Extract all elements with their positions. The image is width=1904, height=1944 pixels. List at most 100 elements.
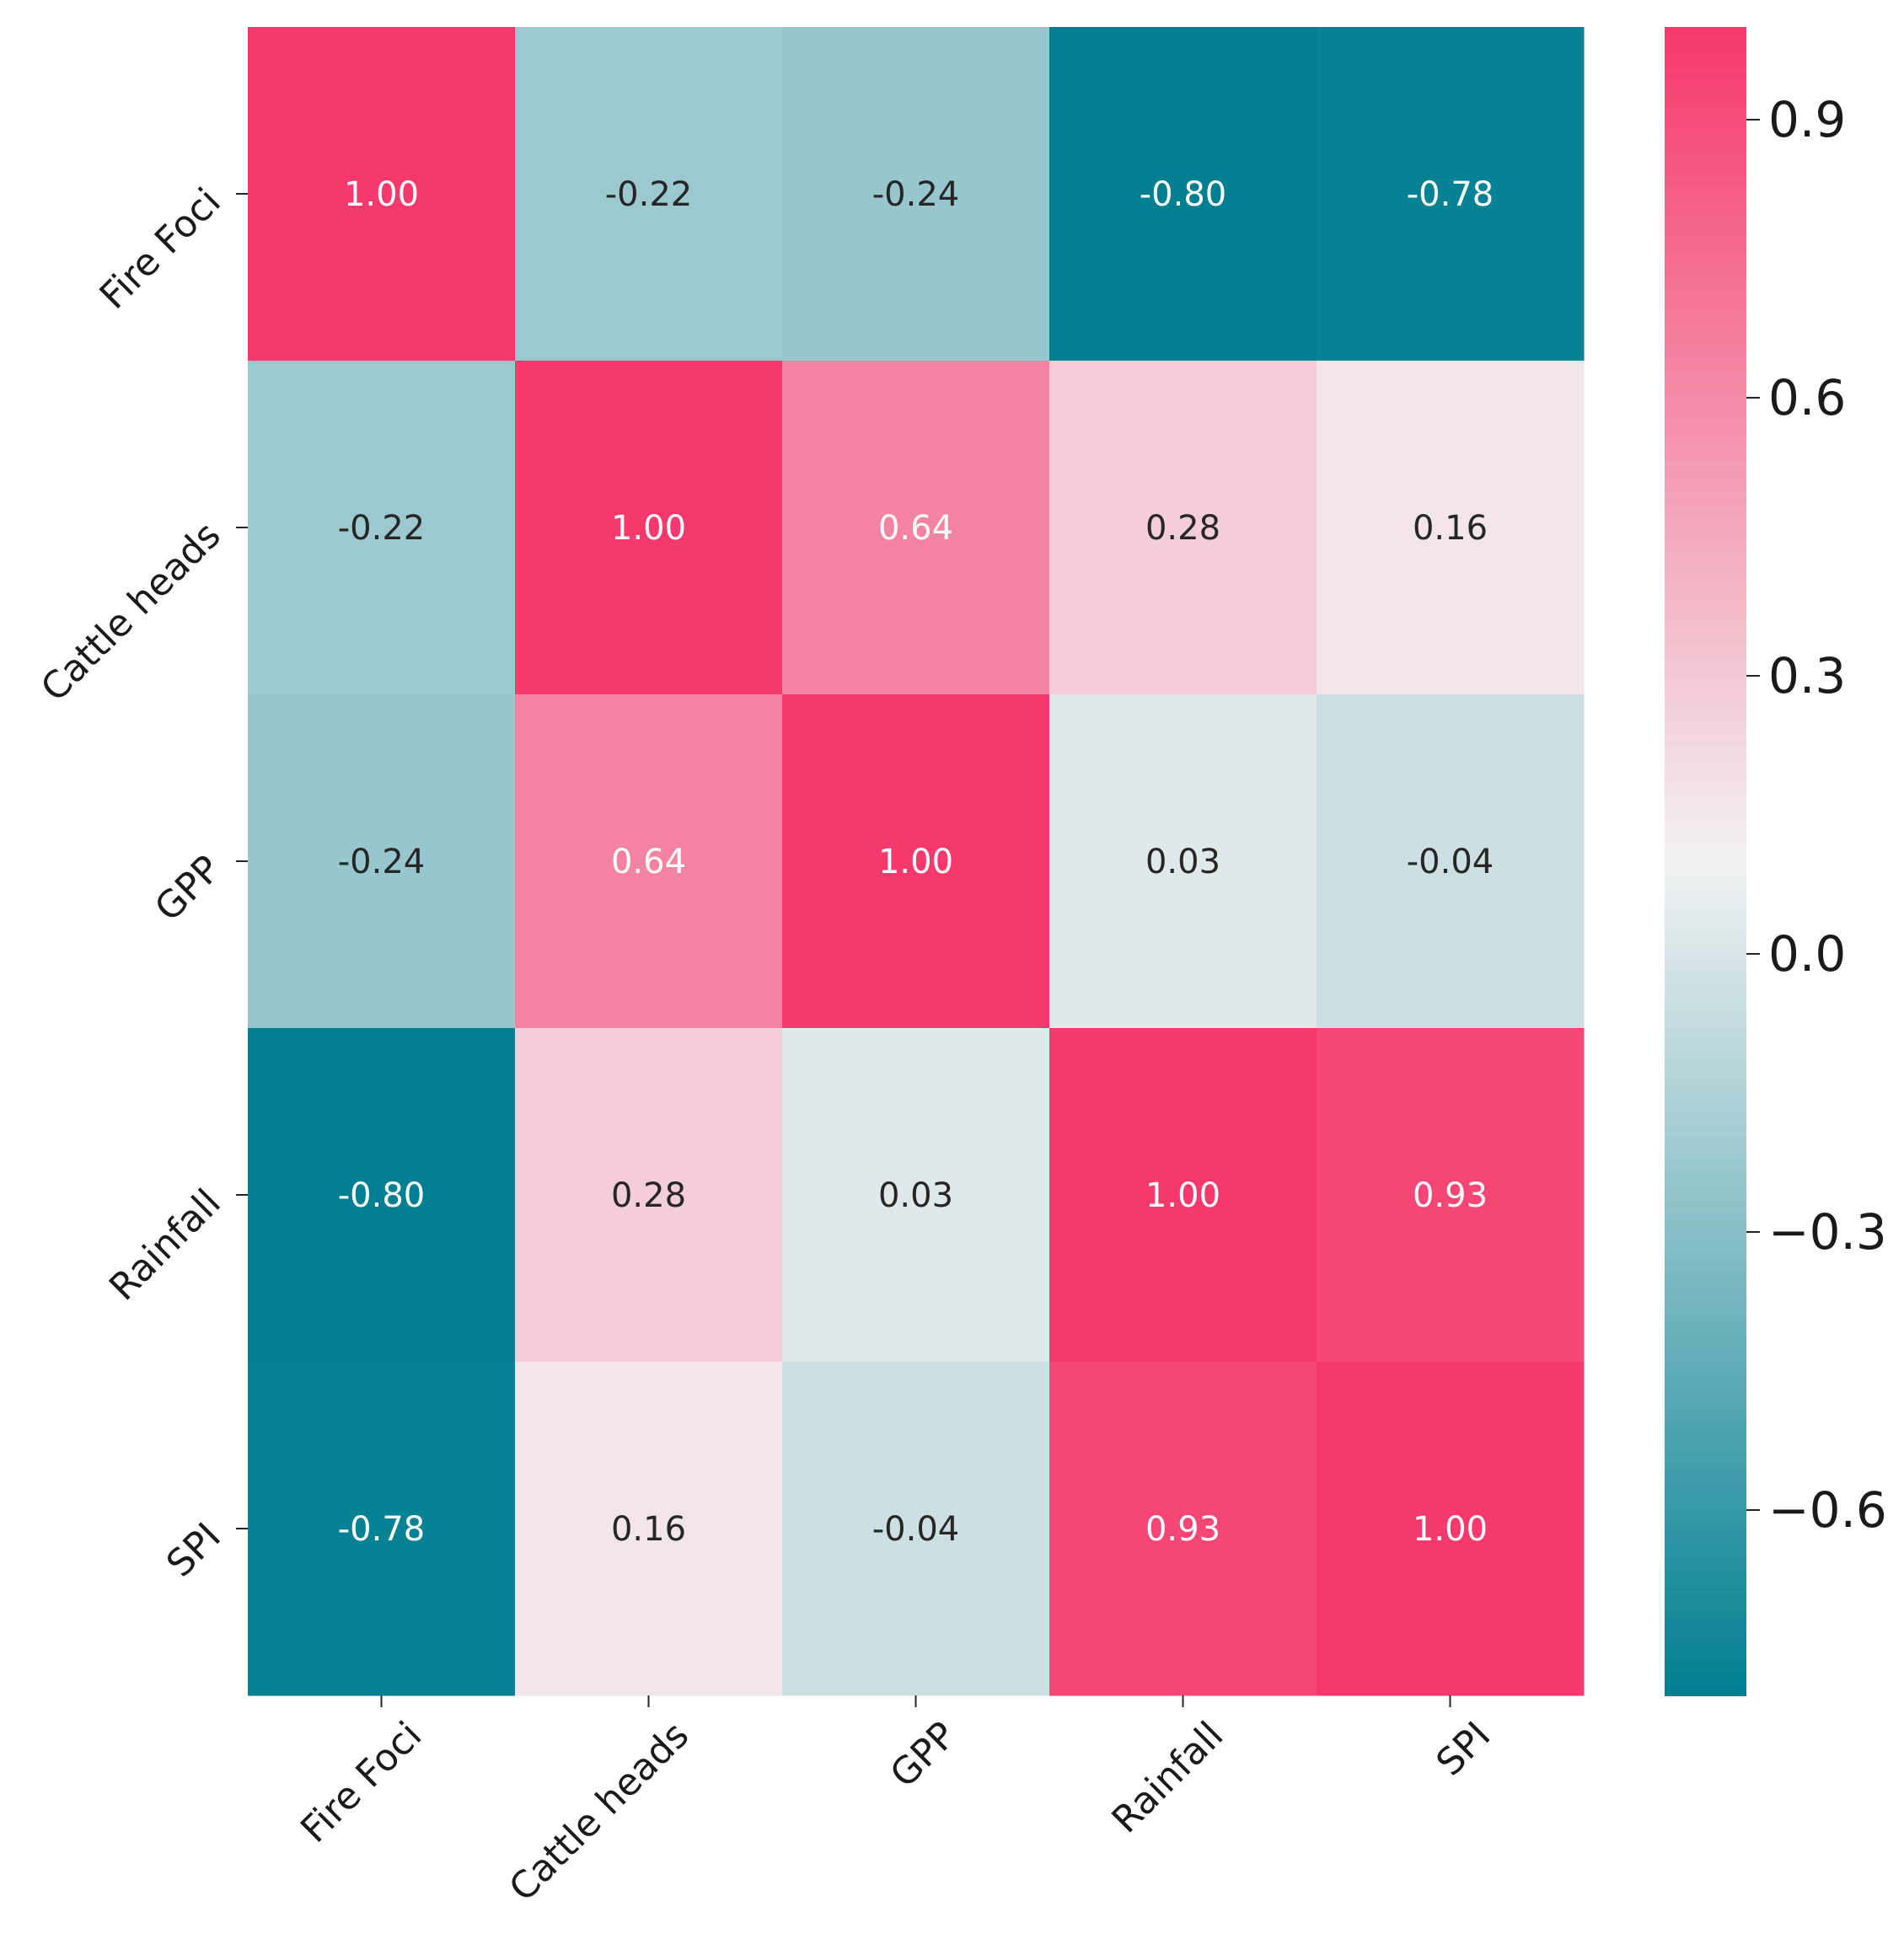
colorbar-segment	[1665, 969, 1746, 979]
colorbar-segment	[1665, 352, 1746, 361]
cell-value-label-2-0: -0.24	[338, 843, 426, 881]
cell-value-label-2-3: 0.03	[1145, 843, 1220, 881]
colorbar-segment	[1665, 1512, 1746, 1522]
colorbar-segment	[1665, 1069, 1746, 1079]
cell-value-label-1-0: -0.22	[338, 509, 426, 548]
colorbar-segment	[1665, 1561, 1746, 1572]
colorbar-segment	[1665, 528, 1746, 537]
colorbar-segment	[1665, 1020, 1746, 1029]
colorbar-segment	[1665, 836, 1746, 846]
colorbar-segment	[1665, 1195, 1746, 1204]
heatmap-cell-4-4	[1317, 1362, 1585, 1696]
colorbar-segment	[1665, 952, 1746, 962]
colorbar-segment	[1665, 602, 1746, 612]
colorbar-segment	[1665, 560, 1746, 570]
colorbar-segment	[1665, 1253, 1746, 1263]
heatmap-cell-4-2	[782, 1362, 1050, 1696]
colorbar: 0.9 0.6 0.3 0.0 −0.3 −0.6	[1665, 27, 1887, 1696]
colorbar-segment	[1665, 1478, 1746, 1488]
colorbar-segment	[1665, 1303, 1746, 1313]
colorbar-segment	[1665, 1345, 1746, 1355]
colorbar-segment	[1665, 402, 1746, 412]
colorbar-segment	[1665, 1311, 1746, 1321]
colorbar-segment	[1665, 652, 1746, 662]
colorbar-segment	[1665, 477, 1746, 487]
colorbar-segment	[1665, 410, 1746, 420]
colorbar-segment	[1665, 277, 1746, 287]
colorbar-segment	[1665, 577, 1746, 587]
colorbar-segment	[1665, 1161, 1746, 1171]
colorbar-segment	[1665, 1036, 1746, 1046]
colorbar-segment	[1665, 594, 1746, 604]
colorbar-segment	[1665, 377, 1746, 387]
colorbar-segment	[1665, 586, 1746, 596]
colorbar-segment	[1665, 1078, 1746, 1088]
colorbar-segment	[1665, 1486, 1746, 1497]
colorbar-segment	[1665, 469, 1746, 479]
colorbar-segment	[1665, 1011, 1746, 1021]
colorbar-segment	[1665, 1270, 1746, 1279]
colorbar-segment	[1665, 778, 1746, 787]
colorbar-segment	[1665, 1153, 1746, 1163]
cell-value-label-4-2: -0.04	[872, 1510, 960, 1549]
colorbar-segment	[1665, 1294, 1746, 1304]
heatmap-cell-1-1	[515, 361, 783, 695]
heatmap-cell-4-0	[248, 1362, 516, 1696]
colorbar-segment	[1665, 502, 1746, 512]
colorbar-segment	[1665, 60, 1746, 70]
heatmap-cell-2-0	[248, 694, 516, 1029]
colorbar-segment	[1665, 1453, 1746, 1463]
colorbar-segment	[1665, 485, 1746, 495]
colorbar-segment	[1665, 1061, 1746, 1071]
colorbar-segment	[1665, 794, 1746, 804]
colorbar-segment	[1665, 1103, 1746, 1112]
colorbar-segment	[1665, 302, 1746, 312]
colorbar-tick-label-1: 0.6	[1768, 369, 1846, 426]
heatmap-cell-0-2	[782, 27, 1050, 361]
colorbar-segment	[1665, 853, 1746, 862]
colorbar-segment	[1665, 1278, 1746, 1288]
colorbar-segment	[1665, 1261, 1746, 1272]
colorbar-segment	[1665, 1395, 1746, 1405]
colorbar-segment	[1665, 293, 1746, 303]
colorbar-segment	[1665, 1520, 1746, 1529]
colorbar-segment	[1665, 1202, 1746, 1213]
colorbar-segment	[1665, 252, 1746, 262]
colorbar-segment	[1665, 1086, 1746, 1096]
colorbar-segment	[1665, 761, 1746, 771]
colorbar-segment	[1665, 102, 1746, 111]
heatmap-cell-3-2	[782, 1028, 1050, 1363]
colorbar-segment	[1665, 43, 1746, 53]
colorbar-segment	[1665, 802, 1746, 812]
colorbar-segment	[1665, 1111, 1746, 1121]
colorbar-segment	[1665, 1028, 1746, 1037]
heatmap-cell-0-4	[1317, 27, 1585, 361]
colorbar-segment	[1665, 1186, 1746, 1196]
colorbar-segment	[1665, 460, 1746, 470]
colorbar-segment	[1665, 519, 1746, 528]
colorbar-segment	[1665, 152, 1746, 162]
colorbar-segment	[1665, 51, 1746, 62]
heatmap-cell-1-2	[782, 361, 1050, 695]
colorbar-segment	[1665, 27, 1746, 36]
colorbar-segment	[1665, 1553, 1746, 1563]
colorbar-segment	[1665, 269, 1746, 278]
colorbar-segment	[1665, 552, 1746, 562]
colorbar-tick-label-3: 0.0	[1768, 925, 1846, 983]
colorbar-segment	[1665, 986, 1746, 996]
colorbar-segment	[1665, 1662, 1746, 1672]
colorbar-segment	[1665, 1587, 1746, 1597]
colorbar-segment	[1665, 35, 1746, 45]
colorbar-segment	[1665, 1470, 1746, 1480]
cell-value-label-4-0: -0.78	[338, 1510, 426, 1549]
colorbar-segment	[1665, 1170, 1746, 1180]
colorbar-segment	[1665, 1369, 1746, 1379]
colorbar-segment	[1665, 135, 1746, 145]
colorbar-segment	[1665, 1127, 1746, 1138]
cell-value-label-3-2: 0.03	[878, 1176, 953, 1215]
colorbar-segment	[1665, 877, 1746, 887]
heatmap-cell-3-1	[515, 1028, 783, 1363]
colorbar-segment	[1665, 1320, 1746, 1330]
colorbar-segment	[1665, 719, 1746, 729]
colorbar-segment	[1665, 911, 1746, 921]
